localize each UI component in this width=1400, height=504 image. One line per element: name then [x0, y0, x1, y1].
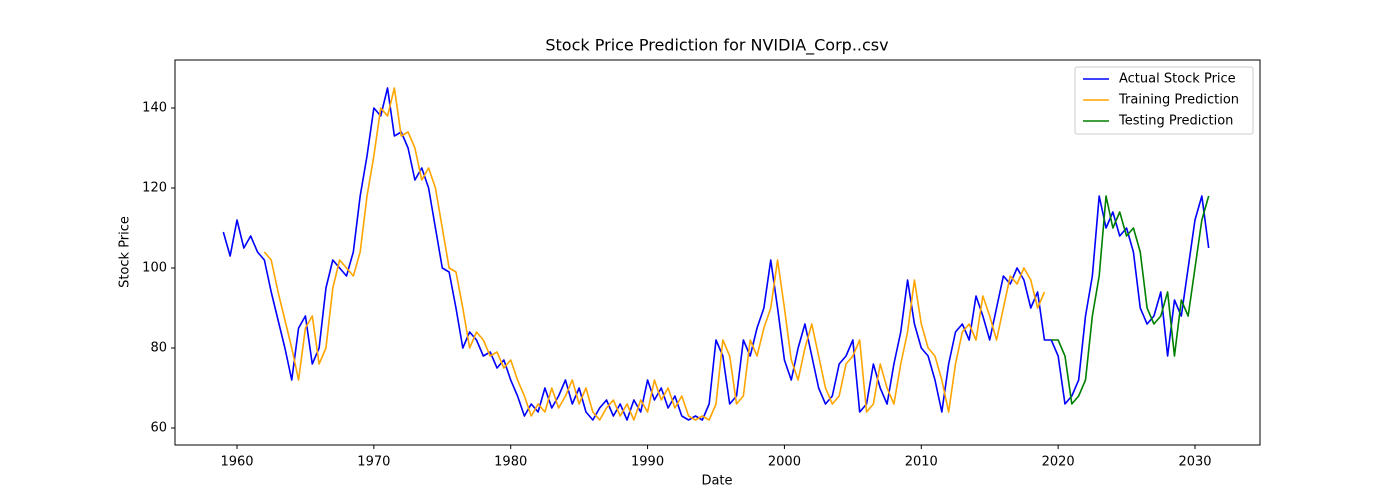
legend: Actual Stock Price Training Prediction Tes… [1074, 66, 1254, 135]
x-tick-label: 2010 [905, 455, 938, 470]
y-tick-label: 140 [142, 101, 167, 116]
legend-box [1074, 66, 1254, 135]
legend-label: Actual Stock Price [1119, 72, 1236, 87]
x-tick-label: 2030 [1178, 455, 1211, 470]
data-line [263, 87, 1046, 421]
data-line [1051, 195, 1210, 405]
x-tick-label: 1970 [357, 455, 390, 470]
y-axis-label: Stock Price [118, 216, 133, 288]
chart-title: Stock Price Prediction for NVIDIA_Corp..… [545, 36, 888, 56]
x-tick-label: 1980 [494, 455, 527, 470]
y-tick-label: 120 [142, 181, 167, 196]
y-tick-label: 60 [150, 421, 167, 436]
axes-frame [174, 59, 1261, 446]
x-tick-label: 1990 [631, 455, 664, 470]
x-axis-label: Date [701, 474, 732, 489]
x-tick-label: 1960 [220, 455, 253, 470]
y-tick-label: 100 [142, 261, 167, 276]
x-tick-label: 2020 [1042, 455, 1075, 470]
x-tick-label: 2000 [768, 455, 801, 470]
plot-area [222, 87, 1210, 421]
legend-label: Testing Prediction [1118, 114, 1233, 129]
y-tick-label: 80 [150, 341, 167, 356]
legend-label: Training Prediction [1118, 93, 1239, 108]
data-line [222, 87, 1210, 421]
